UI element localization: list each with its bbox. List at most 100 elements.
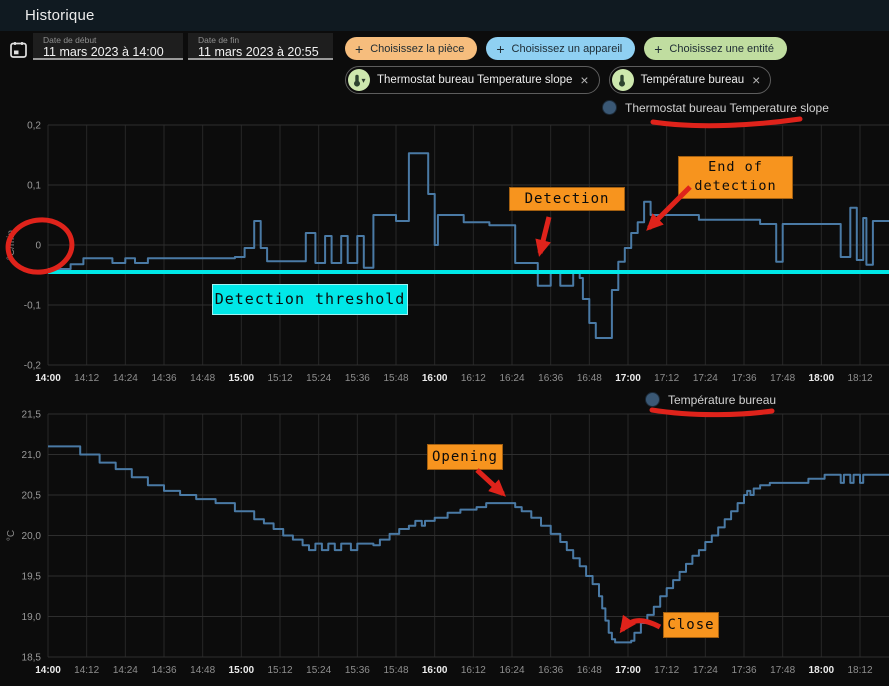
choose-device-chip[interactable]: + Choisissez un appareil — [486, 37, 636, 60]
svg-text:17:48: 17:48 — [770, 373, 795, 384]
svg-text:0: 0 — [35, 241, 41, 252]
svg-text:21,0: 21,0 — [22, 450, 42, 461]
close-icon[interactable]: × — [580, 72, 589, 88]
plus-icon: + — [496, 40, 505, 57]
svg-text:17:24: 17:24 — [693, 665, 718, 676]
svg-text:15:36: 15:36 — [345, 665, 370, 676]
svg-text:16:12: 16:12 — [461, 665, 486, 676]
svg-text:15:12: 15:12 — [267, 373, 292, 384]
svg-text:15:24: 15:24 — [306, 373, 331, 384]
choose-entity-label: Choisissez une entité — [669, 42, 774, 55]
svg-text:°C: °C — [6, 530, 17, 541]
entity-chip-label: Température bureau — [640, 74, 745, 86]
annotation-close: Close — [663, 612, 719, 638]
svg-text:°C/min: °C/min — [6, 230, 17, 260]
legend-dot[interactable] — [645, 392, 660, 407]
slope-chart-canvas[interactable]: 14:00 14:12 14:24 14:36 14:48 15:00 15:12 15:24… — [0, 95, 889, 390]
svg-text:17:24: 17:24 — [693, 373, 718, 384]
svg-text:-0,1: -0,1 — [24, 301, 42, 312]
svg-text:-0,2: -0,2 — [24, 361, 42, 372]
temperature-chart-canvas[interactable]: 14:00 14:12 14:24 14:36 14:48 15:00 15:12 15:24… — [0, 390, 889, 686]
svg-text:18:12: 18:12 — [847, 373, 872, 384]
svg-text:16:24: 16:24 — [499, 373, 524, 384]
annotation-detection: Detection — [509, 187, 625, 211]
svg-text:15:12: 15:12 — [267, 665, 292, 676]
svg-text:19,5: 19,5 — [22, 572, 42, 583]
svg-text:17:00: 17:00 — [615, 373, 641, 384]
svg-text:17:12: 17:12 — [654, 665, 679, 676]
choose-entity-chip[interactable]: + Choisissez une entité — [644, 37, 787, 60]
choose-device-label: Choisissez un appareil — [511, 42, 623, 55]
legend-slope[interactable]: Thermostat bureau Temperature slope — [602, 100, 829, 115]
svg-text:14:12: 14:12 — [74, 665, 99, 676]
svg-text:15:24: 15:24 — [306, 665, 331, 676]
svg-text:14:00: 14:00 — [35, 665, 61, 676]
app-header: Historique — [0, 0, 889, 31]
svg-text:0,1: 0,1 — [27, 181, 41, 192]
choose-area-chip[interactable]: + Choisissez la pièce — [345, 37, 478, 60]
svg-text:14:48: 14:48 — [190, 373, 215, 384]
svg-text:16:36: 16:36 — [538, 373, 563, 384]
svg-text:14:12: 14:12 — [74, 373, 99, 384]
svg-text:16:00: 16:00 — [422, 665, 448, 676]
end-date-value: 11 mars 2023 à 20:55 — [198, 45, 319, 59]
svg-text:14:24: 14:24 — [113, 373, 138, 384]
svg-text:14:36: 14:36 — [151, 665, 176, 676]
svg-text:17:48: 17:48 — [770, 665, 795, 676]
svg-text:17:36: 17:36 — [731, 373, 756, 384]
svg-text:15:00: 15:00 — [229, 665, 255, 676]
plus-icon: + — [355, 40, 364, 57]
start-date-value: 11 mars 2023 à 14:00 — [43, 45, 164, 59]
legend-label: Thermostat bureau Temperature slope — [625, 100, 829, 115]
annotation-end-of-detection: End of detection — [678, 156, 793, 199]
svg-text:18:00: 18:00 — [809, 665, 835, 676]
plus-icon: + — [654, 40, 663, 57]
filter-chip-row: + Choisissez la pièce + Choisissez un ap… — [345, 37, 787, 60]
choose-area-label: Choisissez la pièce — [370, 42, 465, 55]
svg-text:19,0: 19,0 — [22, 612, 42, 623]
svg-text:18:00: 18:00 — [809, 373, 835, 384]
svg-text:14:48: 14:48 — [190, 665, 215, 676]
entity-chip-row: ▾ Thermostat bureau Temperature slope × … — [345, 66, 772, 94]
svg-text:16:48: 16:48 — [577, 665, 602, 676]
svg-text:18:12: 18:12 — [847, 665, 872, 676]
start-date-picker[interactable]: Date de début 11 mars 2023 à 14:00 — [33, 33, 183, 60]
entity-chip-thermostat-slope[interactable]: ▾ Thermostat bureau Temperature slope × — [345, 66, 600, 94]
entity-chip-label: Thermostat bureau Temperature slope — [377, 74, 573, 86]
chevron-down-icon: ▾ — [361, 75, 366, 85]
svg-text:14:36: 14:36 — [151, 373, 176, 384]
svg-text:17:00: 17:00 — [615, 665, 641, 676]
svg-text:16:00: 16:00 — [422, 373, 448, 384]
annotation-opening: Opening — [427, 444, 503, 470]
svg-text:16:12: 16:12 — [461, 373, 486, 384]
svg-text:17:12: 17:12 — [654, 373, 679, 384]
legend-dot[interactable] — [602, 100, 617, 115]
svg-text:14:00: 14:00 — [35, 373, 61, 384]
end-date-picker[interactable]: Date de fin 11 mars 2023 à 20:55 — [188, 33, 333, 60]
svg-text:16:48: 16:48 — [577, 373, 602, 384]
page-title: Historique — [25, 7, 95, 24]
annotation-detection-threshold: Detection threshold — [212, 284, 408, 315]
thermometer-icon: ▾ — [348, 69, 370, 91]
svg-text:0,2: 0,2 — [27, 121, 41, 132]
close-icon[interactable]: × — [752, 72, 761, 88]
end-date-label: Date de fin — [198, 35, 240, 45]
svg-text:20,5: 20,5 — [22, 491, 42, 502]
svg-text:15:48: 15:48 — [383, 665, 408, 676]
thermometer-icon — [611, 69, 634, 91]
entity-chip-temperature[interactable]: Température bureau × — [608, 66, 772, 94]
svg-text:15:36: 15:36 — [345, 373, 370, 384]
svg-text:14:24: 14:24 — [113, 665, 138, 676]
svg-text:15:48: 15:48 — [383, 373, 408, 384]
legend-label: Température bureau — [668, 392, 777, 407]
calendar-icon[interactable] — [9, 40, 29, 60]
svg-text:15:00: 15:00 — [229, 373, 255, 384]
svg-text:20,0: 20,0 — [22, 531, 42, 542]
svg-text:16:24: 16:24 — [499, 665, 524, 676]
svg-text:17:36: 17:36 — [731, 665, 756, 676]
start-date-label: Date de début — [43, 35, 97, 45]
svg-text:18,5: 18,5 — [22, 653, 42, 664]
svg-text:16:36: 16:36 — [538, 665, 563, 676]
svg-text:21,5: 21,5 — [22, 410, 42, 421]
legend-temperature[interactable]: Température bureau — [645, 392, 776, 407]
